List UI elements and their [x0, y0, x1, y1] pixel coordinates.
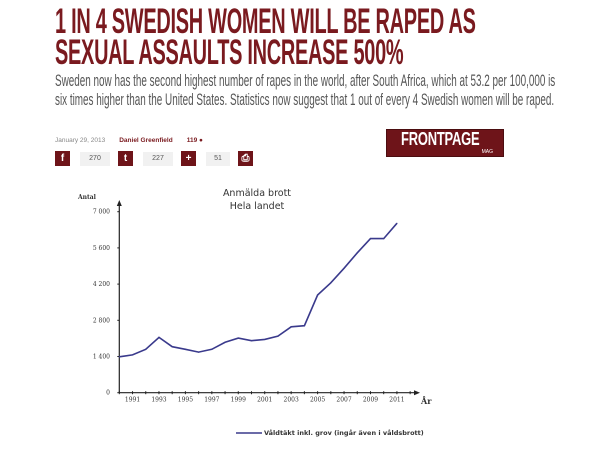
data-point	[211, 348, 213, 350]
series-line	[119, 222, 398, 358]
y-tick-label: 2 800	[93, 317, 110, 324]
headline-line-1: 1 IN 4 SWEDISH WOMEN WILL BE RAPED AS	[55, 2, 476, 41]
x-tick-label: 2005	[310, 397, 325, 404]
lead-paragraph: Sweden now has the second highest number…	[55, 72, 556, 109]
data-point	[317, 294, 319, 296]
facebook-count: 270	[80, 151, 110, 166]
data-point	[303, 325, 305, 327]
data-point	[369, 237, 372, 240]
x-tick-label: 1997	[204, 397, 219, 404]
data-point	[250, 340, 253, 342]
comment-icon: ●	[199, 137, 203, 144]
data-point	[224, 341, 226, 343]
article-date: January 29, 2013	[55, 137, 106, 144]
legend-label: Våldtäkt inkl. grov (ingår även i våldsb…	[264, 428, 424, 437]
x-tick-label: 2001	[257, 397, 272, 404]
y-tick-label: 1 400	[93, 354, 110, 361]
logo-sub: MAG	[481, 149, 493, 155]
data-point	[343, 267, 345, 269]
data-point	[131, 354, 134, 356]
x-tick-label: 2011	[389, 397, 404, 404]
x-tick-label: 1993	[151, 397, 166, 404]
x-axis-label: År	[420, 396, 432, 406]
frontpage-logo[interactable]: FRONTPAGE MAG	[386, 129, 504, 157]
data-point	[171, 346, 173, 348]
data-point	[264, 338, 266, 341]
x-tick-label: 1999	[231, 397, 246, 404]
facebook-icon[interactable]: f	[55, 151, 70, 166]
x-tick-label: 1995	[178, 397, 193, 404]
y-tick-label: 0	[106, 390, 110, 397]
data-point	[383, 237, 385, 240]
plus-icon[interactable]: +	[181, 151, 196, 166]
data-point	[118, 356, 120, 358]
data-point	[277, 335, 279, 337]
headline: 1 IN 4 SWEDISH WOMEN WILL BE RAPED AS SE…	[55, 4, 476, 70]
data-point	[184, 348, 186, 350]
data-point	[145, 348, 147, 350]
x-tick-label: 2007	[336, 397, 351, 404]
plus-count: 51	[206, 151, 230, 166]
data-point	[330, 282, 332, 284]
x-tick-label: 1991	[125, 397, 140, 404]
data-point	[396, 222, 398, 224]
headline-line-2: SEXUAL ASSAULTS INCREASE 500%	[55, 33, 404, 72]
data-point	[198, 351, 200, 353]
y-tick-label: 5 600	[93, 245, 110, 252]
data-point	[158, 336, 160, 338]
print-icon[interactable]: ⎙	[238, 151, 253, 166]
data-point	[356, 252, 358, 254]
author-link[interactable]: Daniel Greenfield	[119, 137, 173, 144]
y-tick-label: 4 200	[93, 281, 110, 288]
twitter-icon[interactable]: t	[118, 151, 133, 166]
logo-main: FRONTPAGE	[401, 129, 480, 149]
y-axis-label: Antal	[77, 194, 97, 201]
comments-count: 119	[186, 137, 198, 144]
x-axis-arrow	[414, 390, 420, 396]
data-point	[237, 337, 239, 339]
comments-link[interactable]: 119 ●	[187, 137, 203, 145]
x-tick-label: 2009	[363, 397, 378, 404]
share-bar: f 270 t 227 + 51 ⎙	[55, 151, 253, 166]
article-meta: January 29, 2013 Daniel Greenfield 119 ●	[55, 137, 203, 145]
twitter-count: 227	[143, 151, 173, 166]
x-tick-label: 2003	[284, 397, 299, 404]
y-axis-arrow	[116, 200, 122, 206]
chart-subtitle: Hela landet	[230, 201, 285, 212]
crime-chart: Anmälda brott Hela landet Antal År 0 1 40…	[77, 188, 432, 437]
chart-title: Anmälda brott	[223, 188, 291, 199]
y-tick-label: 7 000	[93, 209, 110, 216]
data-point	[290, 326, 292, 328]
